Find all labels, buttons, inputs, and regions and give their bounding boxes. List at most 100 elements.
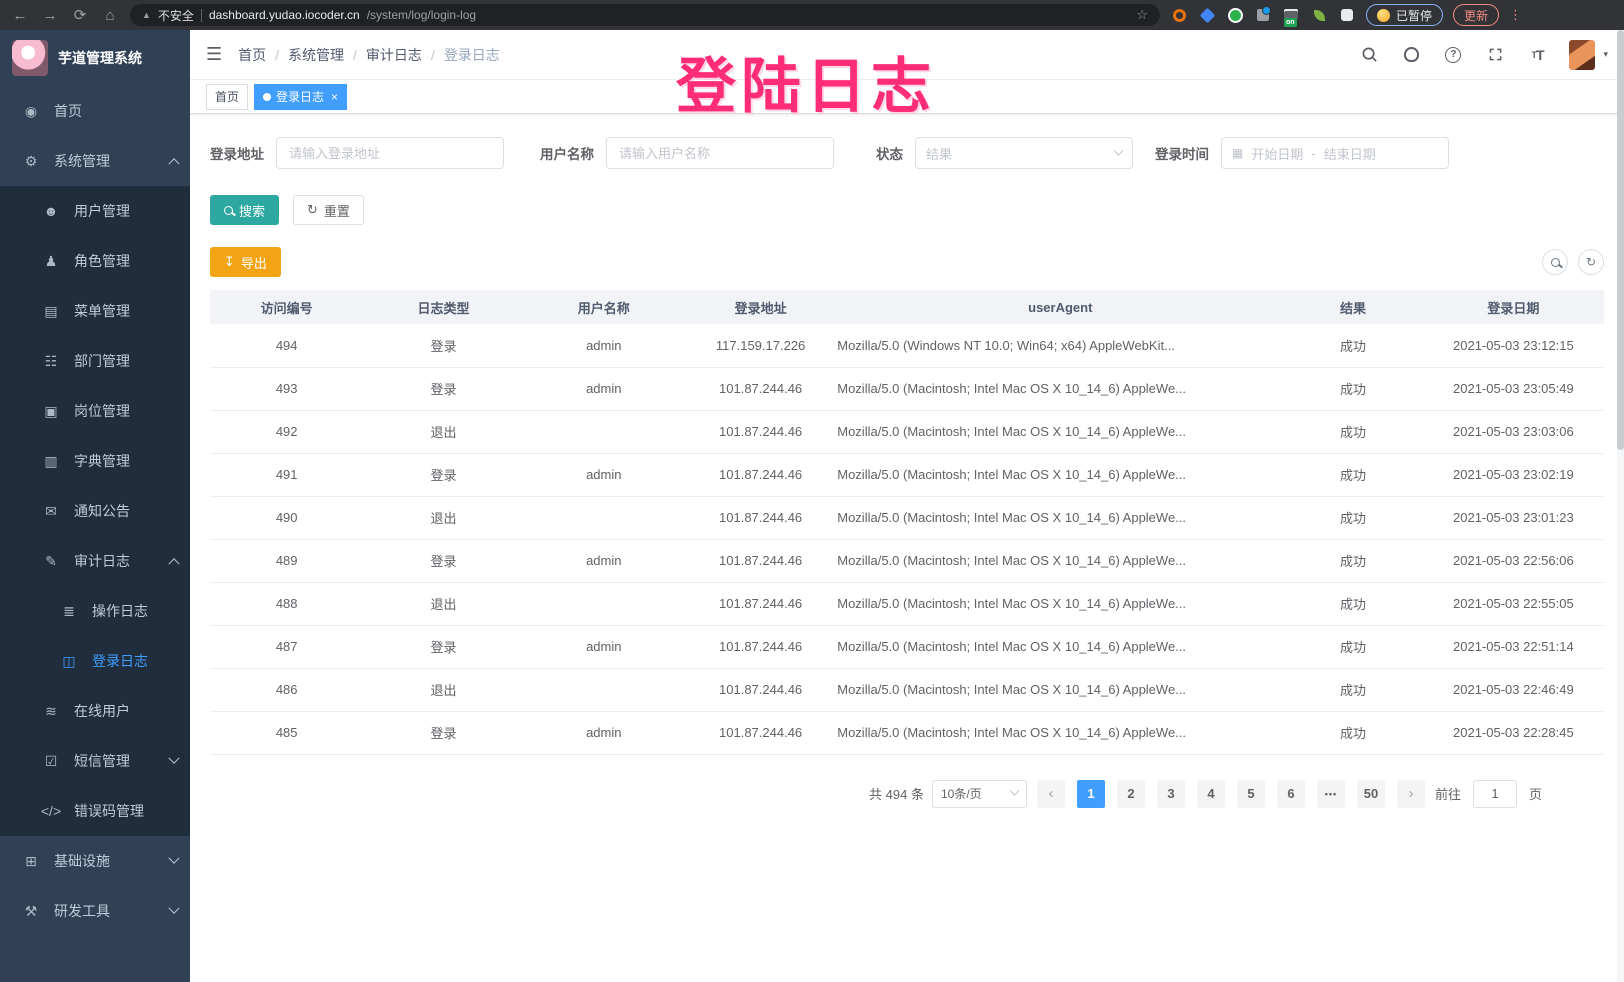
show-search-icon-button[interactable] [1542,249,1568,275]
insecure-label[interactable]: 不安全 [157,8,194,23]
sidebar-item-notices[interactable]: ✉ 通知公告 [0,486,190,536]
breadcrumb-item[interactable]: 系统管理 [288,46,345,63]
forward-icon[interactable]: → [42,6,58,24]
sidebar-item-home[interactable]: ◉ 首页 [0,86,190,136]
table-row[interactable]: 486 退出 101.87.244.46 Mozilla/5.0 (Macintosh… [210,668,1604,712]
page-button[interactable]: 1 [1076,779,1105,808]
col-header-id: 访问编号 [210,290,364,324]
prev-page-button[interactable]: ‹ [1036,779,1065,808]
table-row[interactable]: 494 登录 admin 117.159.17.226 Mozilla/5.0 (Win… [210,324,1604,368]
paused-extension-pill[interactable]: 已暂停 [1366,4,1444,26]
cell-date: 2021-05-03 23:03:06 [1422,410,1604,454]
bookmark-star-icon[interactable]: ☆ [1136,7,1148,22]
date-range-picker[interactable]: ▦ 开始日期 - 结束日期 [1221,137,1449,169]
refresh-icon: ↻ [307,202,318,217]
sidebar-item-infrastructure[interactable]: ⊞ 基础设施 [0,836,190,886]
page-button[interactable]: 5 [1236,779,1265,808]
logo-row[interactable]: 芋道管理系统 [0,30,190,86]
extension-icon[interactable]: on [1282,6,1300,27]
cell-date: 2021-05-03 23:12:15 [1422,324,1604,368]
page-size-select[interactable]: 10条/页 [931,779,1027,808]
extension-icon[interactable] [1338,6,1356,24]
sidebar-item-error-codes[interactable]: </> 错误码管理 [0,786,190,836]
reset-button[interactable]: ↻ 重置 [293,195,364,225]
sidebar-item-posts[interactable]: ▣ 岗位管理 [0,386,190,436]
sidebar-item-label: 部门管理 [74,353,130,369]
last-page-button[interactable]: 50 [1356,779,1385,808]
scrollbar-thumb[interactable] [1617,30,1624,450]
sidebar-item-login-log[interactable]: ◫ 登录日志 [0,636,190,686]
sidebar-item-online-users[interactable]: ≋ 在线用户 [0,686,190,736]
goto-page-input[interactable] [1472,779,1517,808]
tag-home[interactable]: 首页 [206,83,249,110]
table-row[interactable]: 489 登录 admin 101.87.244.46 Mozilla/5.0 (Maci… [210,539,1604,583]
reload-icon[interactable]: ⟳ [73,6,87,24]
hamburger-icon[interactable]: ☰ [206,44,223,64]
update-button[interactable]: 更新 [1453,4,1500,26]
sidebar-item-system[interactable]: ⚙ 系统管理 [0,136,190,186]
page-button[interactable]: 6 [1276,779,1305,808]
home-icon[interactable]: ⌂ [105,6,115,24]
cell-type: 登录 [363,367,524,411]
extension-icon[interactable] [1254,6,1272,24]
back-icon[interactable]: ← [12,6,28,24]
avatar[interactable] [1569,39,1596,70]
table-row[interactable]: 485 登录 admin 101.87.244.46 Mozilla/5.0 (Maci… [210,711,1604,755]
sidebar-item-dicts[interactable]: ▥ 字典管理 [0,436,190,486]
extension-icon[interactable] [1226,6,1244,24]
scrollbar[interactable] [1617,30,1624,982]
github-icon[interactable] [1401,45,1421,65]
avatar-caret-icon[interactable]: ▾ [1603,49,1608,59]
breadcrumb-item[interactable]: 审计日志 [365,46,422,63]
grid-icon [1257,9,1269,21]
table-row[interactable]: 488 退出 101.87.244.46 Mozilla/5.0 (Macintosh… [210,582,1604,626]
sidebar-item-label: 岗位管理 [74,403,130,419]
sidebar-item-depts[interactable]: ☷ 部门管理 [0,336,190,386]
username-input[interactable] [606,137,834,169]
extension-icon[interactable] [1310,6,1328,24]
tag-login-log[interactable]: 登录日志 × [254,83,348,110]
cell-result: 成功 [1283,367,1423,411]
table-row[interactable]: 490 退出 101.87.244.46 Mozilla/5.0 (Macintosh… [210,496,1604,540]
document-icon: ≣ [63,602,75,619]
export-button[interactable]: ↧ 导出 [210,247,281,277]
breadcrumb-item[interactable]: 首页 [238,46,267,63]
search-icon [1550,257,1560,267]
sidebar-item-audit-log[interactable]: ✎ 审计日志 [0,536,190,586]
page-button[interactable]: 2 [1116,779,1145,808]
page-button[interactable]: 4 [1196,779,1225,808]
search-button[interactable]: 搜索 [210,195,280,225]
status-select[interactable]: 结果 [915,137,1133,169]
sms-icon: ☑ [44,752,58,769]
next-page-button[interactable]: › [1396,779,1425,808]
search-icon[interactable] [1359,45,1379,65]
extension-icon[interactable] [1170,6,1188,24]
sidebar-item-operate-log[interactable]: ≣ 操作日志 [0,586,190,636]
table-row[interactable]: 487 登录 admin 101.87.244.46 Mozilla/5.0 (Maci… [210,625,1604,669]
table-row[interactable]: 492 退出 101.87.244.46 Mozilla/5.0 (Macintosh… [210,410,1604,454]
address-input[interactable] [276,137,504,169]
close-icon[interactable]: × [331,89,339,104]
browser-toolbar: ← → ⟳ ⌂ ▲ 不安全 dashboard.yudao.iocoder.cn… [0,0,1624,30]
fullscreen-icon[interactable] [1485,45,1505,65]
sidebar-item-dev-tools[interactable]: ⚒ 研发工具 [0,886,190,936]
sidebar-item-menus[interactable]: ▤ 菜单管理 [0,286,190,336]
sidebar-item-sms[interactable]: ☑ 短信管理 [0,736,190,786]
extension-icon[interactable] [1198,6,1216,24]
sidebar-item-label: 在线用户 [74,703,130,719]
page-button[interactable]: 3 [1156,779,1185,808]
table-row[interactable]: 493 登录 admin 101.87.244.46 Mozilla/5.0 (Maci… [210,367,1604,411]
sidebar-item-users[interactable]: ☻ 用户管理 [0,186,190,236]
help-icon[interactable]: ? [1443,45,1463,65]
address-bar[interactable]: ▲ 不安全 dashboard.yudao.iocoder.cn/system/… [130,4,1160,26]
sidebar-item-roles[interactable]: ♟ 角色管理 [0,236,190,286]
refresh-table-button[interactable]: ↻ [1578,249,1604,275]
table-row[interactable]: 491 登录 admin 101.87.244.46 Mozilla/5.0 (Maci… [210,453,1604,497]
browser-menu-icon[interactable]: ⋮ [1509,7,1523,22]
url-path[interactable]: /system/log/login-log [366,8,477,22]
cell-ua: Mozilla/5.0 (Macintosh; Intel Mac OS X 1… [837,582,1284,626]
more-pages-button[interactable]: ••• [1316,779,1345,808]
cell-type: 登录 [363,324,524,368]
url-host[interactable]: dashboard.yudao.iocoder.cn [208,8,360,22]
